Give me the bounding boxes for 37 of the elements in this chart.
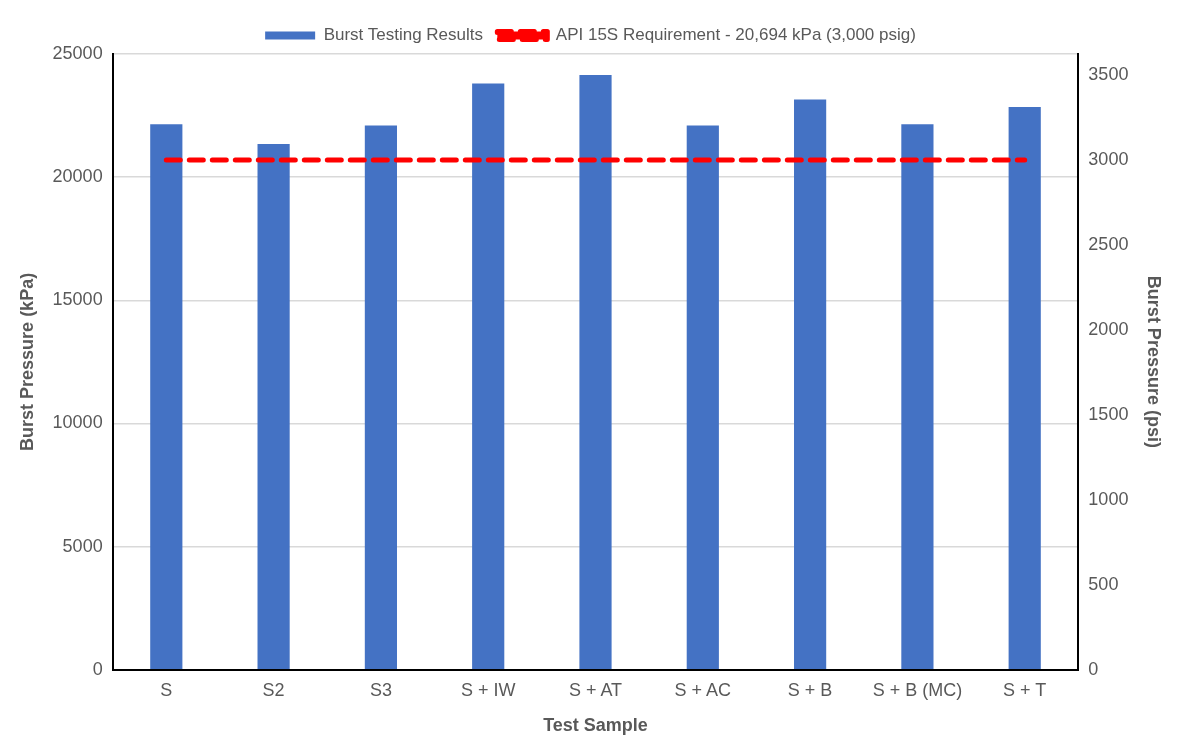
y-tick-label: 15000 xyxy=(52,289,103,310)
x-tick-label: S + B (MC) xyxy=(872,679,963,700)
x-tick-label: S + AT xyxy=(568,679,623,700)
bar xyxy=(579,74,612,670)
y-tick-label: 10000 xyxy=(52,412,103,433)
x-tick-label: S xyxy=(160,679,173,700)
y2-tick-label: 3500 xyxy=(1088,64,1129,85)
bar xyxy=(901,124,934,670)
y2-axis-title: Burst Pressure (psi) xyxy=(1144,275,1165,448)
x-axis-title: Test Sample xyxy=(543,715,648,736)
y2-tick-label: 1000 xyxy=(1088,488,1129,509)
x-tick-label: S + B xyxy=(787,679,833,700)
legend-label: Burst Testing Results xyxy=(323,25,484,45)
x-tick-label: S3 xyxy=(369,679,392,700)
bar xyxy=(257,143,290,670)
bar xyxy=(1008,106,1041,670)
y2-tick-label: 2500 xyxy=(1088,234,1129,255)
x-tick-label: S + AC xyxy=(674,679,732,700)
bar xyxy=(364,125,397,670)
legend-label: API 15S Requirement - 20,694 kPa (3,000 psig) xyxy=(555,25,916,45)
y-tick-label: 25000 xyxy=(52,42,103,63)
y2-tick-label: 2000 xyxy=(1088,319,1129,340)
bar xyxy=(150,124,183,670)
bar xyxy=(472,83,505,670)
y-tick-label: 20000 xyxy=(52,166,103,187)
y-tick-label: 5000 xyxy=(62,535,103,556)
y2-tick-label: 0 xyxy=(1088,658,1099,679)
y2-tick-label: 500 xyxy=(1088,573,1119,594)
y2-tick-label: 3000 xyxy=(1088,149,1129,170)
bar xyxy=(686,125,719,670)
bar xyxy=(794,99,827,670)
x-tick-label: S2 xyxy=(262,679,285,700)
x-tick-label: S + T xyxy=(1003,679,1047,700)
y2-tick-label: 1500 xyxy=(1088,404,1129,425)
y-axis-title: Burst Pressure (kPa) xyxy=(16,272,37,451)
y-tick-label: 0 xyxy=(92,658,103,679)
x-tick-label: S + IW xyxy=(460,679,516,700)
